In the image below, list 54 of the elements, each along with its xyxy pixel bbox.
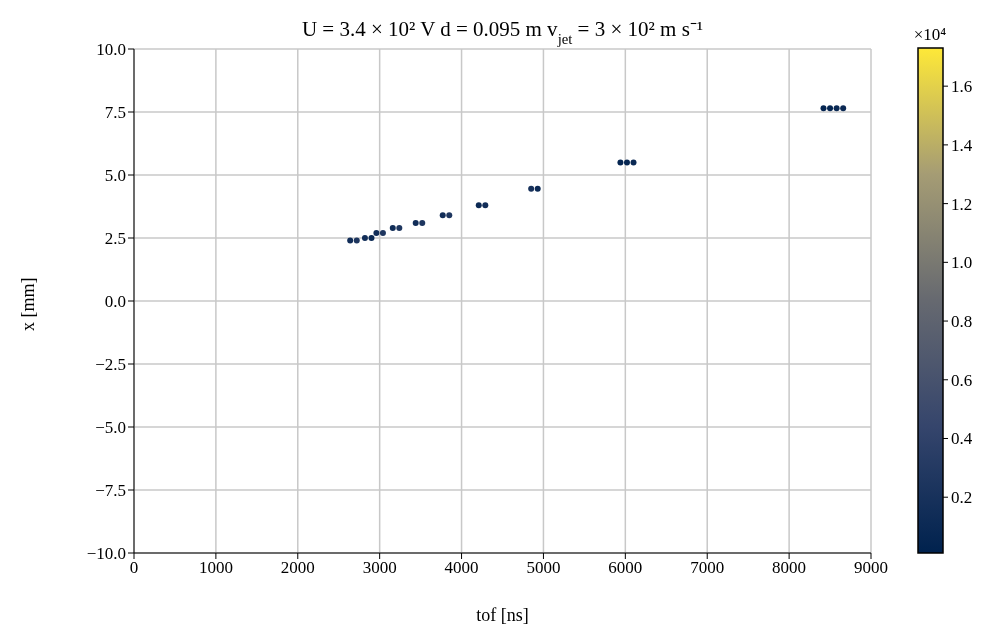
point [353, 237, 360, 244]
color-bar-label: 1.2 [951, 194, 973, 214]
y-tick-label: 5.0 [104, 166, 126, 186]
color-bar-label: 1.0 [951, 253, 973, 273]
point [534, 185, 541, 192]
point [439, 212, 446, 219]
point [475, 202, 482, 209]
point [528, 185, 535, 192]
x-tick-label: 4000 [444, 558, 479, 578]
point [617, 159, 624, 166]
x-tick-label: 2000 [280, 558, 315, 578]
point [379, 229, 386, 236]
y-tick-label: 0.0 [104, 292, 126, 312]
x-tick-label: 1000 [198, 558, 233, 578]
point [820, 105, 827, 112]
y-axis-title: x [mm] [18, 277, 39, 331]
x-axis-title: tof [ns] [476, 605, 529, 625]
x-tick-label: 7000 [690, 558, 725, 578]
point [361, 235, 368, 241]
point [840, 105, 847, 112]
x-tick-label: 8000 [772, 558, 807, 578]
y-tick-label: −7.5 [95, 481, 126, 501]
color-bar-label: 0.2 [951, 488, 973, 508]
y-tick-label: 2.5 [104, 229, 126, 249]
point [833, 105, 840, 112]
y-tick-label: −2.5 [95, 355, 126, 375]
point [368, 235, 375, 241]
y-tick-label: −10.0 [86, 544, 126, 564]
color-bar-label: 0.6 [951, 370, 973, 390]
point [482, 202, 489, 209]
x-tick-label: 6000 [608, 558, 643, 578]
point [373, 229, 380, 236]
point [827, 105, 834, 112]
color-bar-label: 1.6 [951, 77, 973, 97]
point [412, 219, 419, 226]
y-tick-label: 10.0 [96, 40, 126, 60]
point [623, 159, 630, 166]
y-tick-label: −5.0 [95, 418, 126, 438]
point [389, 224, 396, 231]
chart-title: U = 3.4 × 10² V d = 0.095 m v$_{jet}$ = 3 × 10² m s⁻¹ [301, 17, 704, 47]
point [630, 159, 637, 166]
y-tick-label: 7.5 [104, 103, 126, 123]
text: ×10⁴ [913, 25, 947, 44]
color-bar-label: 0.4 [951, 429, 973, 449]
color-bar-label: 1.4 [951, 135, 973, 155]
x-tick-label: 9000 [854, 558, 888, 578]
point [396, 224, 403, 231]
point [446, 212, 453, 219]
color-bar-label: 0.8 [951, 312, 973, 332]
x-tick-label: 0 [129, 558, 139, 578]
x-tick-label: 5000 [526, 558, 561, 578]
x-tick-label: 3000 [362, 558, 397, 578]
point [347, 237, 354, 244]
point [419, 219, 426, 226]
